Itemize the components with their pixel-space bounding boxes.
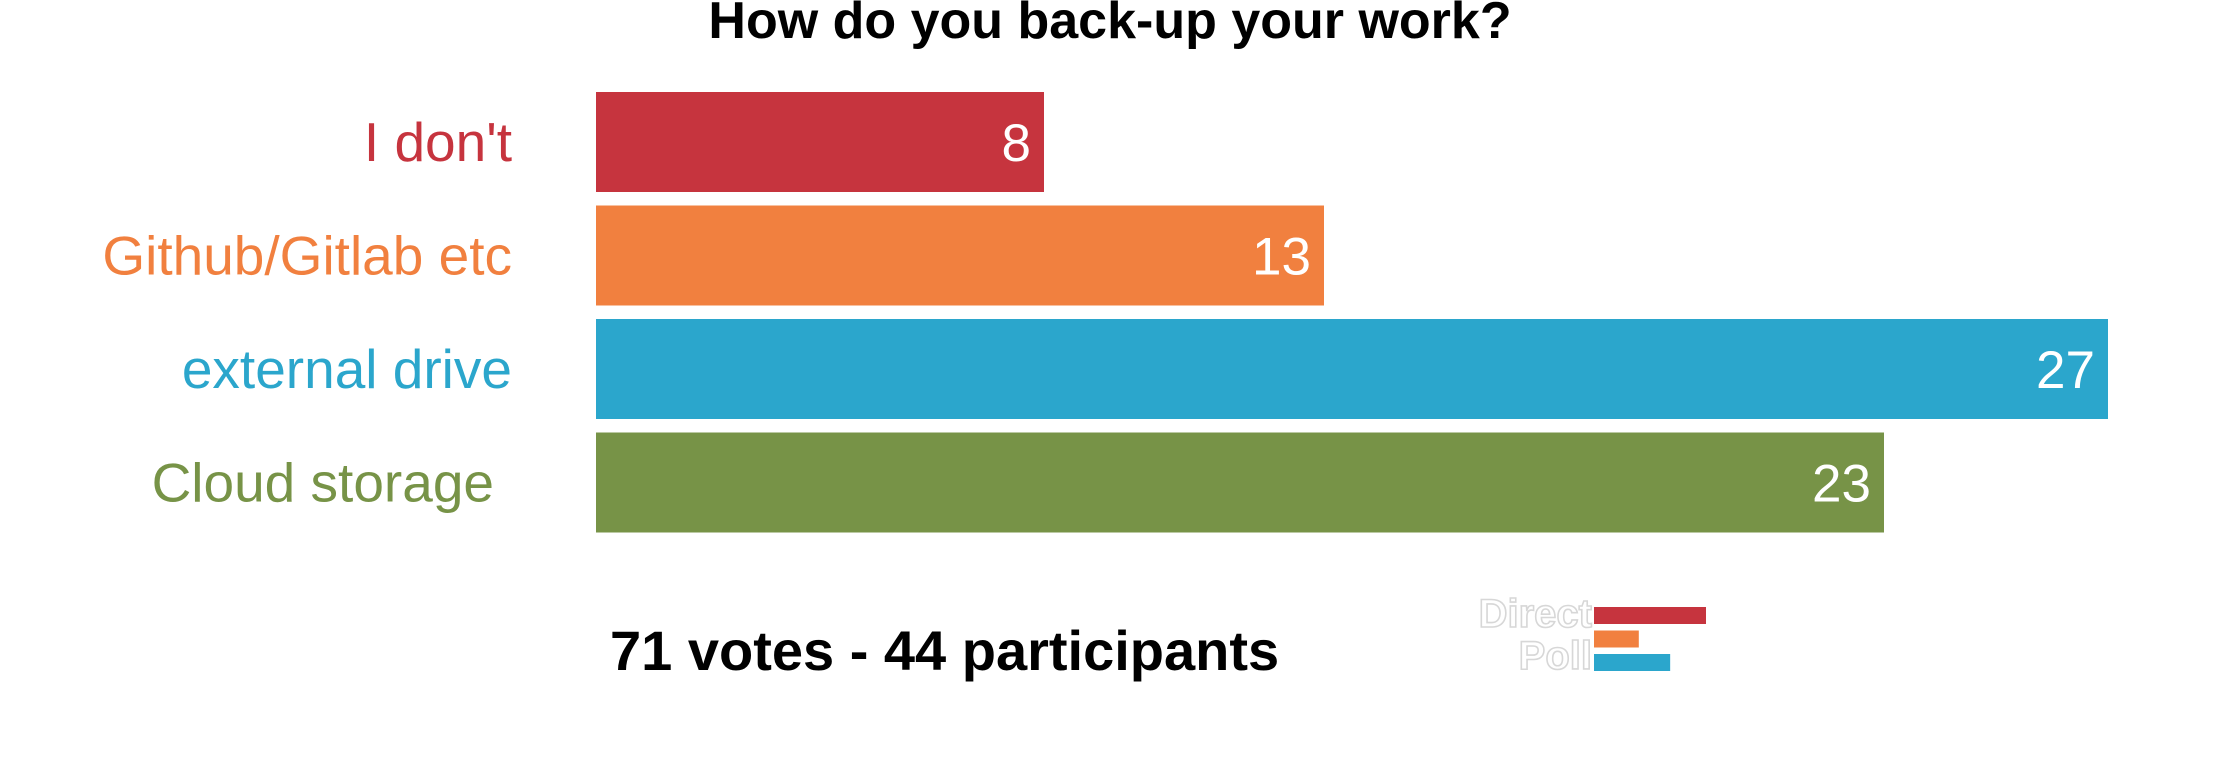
bar-3 xyxy=(596,432,1884,533)
value-label-3: 23 xyxy=(1812,455,1871,514)
value-label-1: 13 xyxy=(1252,228,1311,287)
value-label-0: 8 xyxy=(1002,114,1031,173)
logo-bar-2 xyxy=(1594,654,1671,671)
bar-1 xyxy=(596,205,1324,306)
logo-bar-0 xyxy=(1594,607,1706,624)
category-label-0: I don't xyxy=(364,111,512,173)
category-label-3: Cloud storage xyxy=(152,452,494,514)
category-label-2: external drive xyxy=(182,338,512,400)
category-label-1: Github/Gitlab etc xyxy=(102,225,512,287)
value-label-2: 27 xyxy=(2036,341,2095,400)
logo-bar-1 xyxy=(1594,630,1639,648)
vote-summary: 71 votes - 44 participants xyxy=(610,619,1279,682)
bar-group: I don't 8 Github/Gitlab etc 13 external driv… xyxy=(102,92,2108,533)
logo-text-direct: Direct xyxy=(1479,592,1592,636)
logo-text-poll: Poll xyxy=(1519,634,1592,678)
chart-title: How do you back-up your work? xyxy=(708,0,1511,50)
directpoll-logo: Direct Poll xyxy=(1478,591,1706,679)
bar-0 xyxy=(596,92,1044,192)
bar-2 xyxy=(596,319,2108,419)
